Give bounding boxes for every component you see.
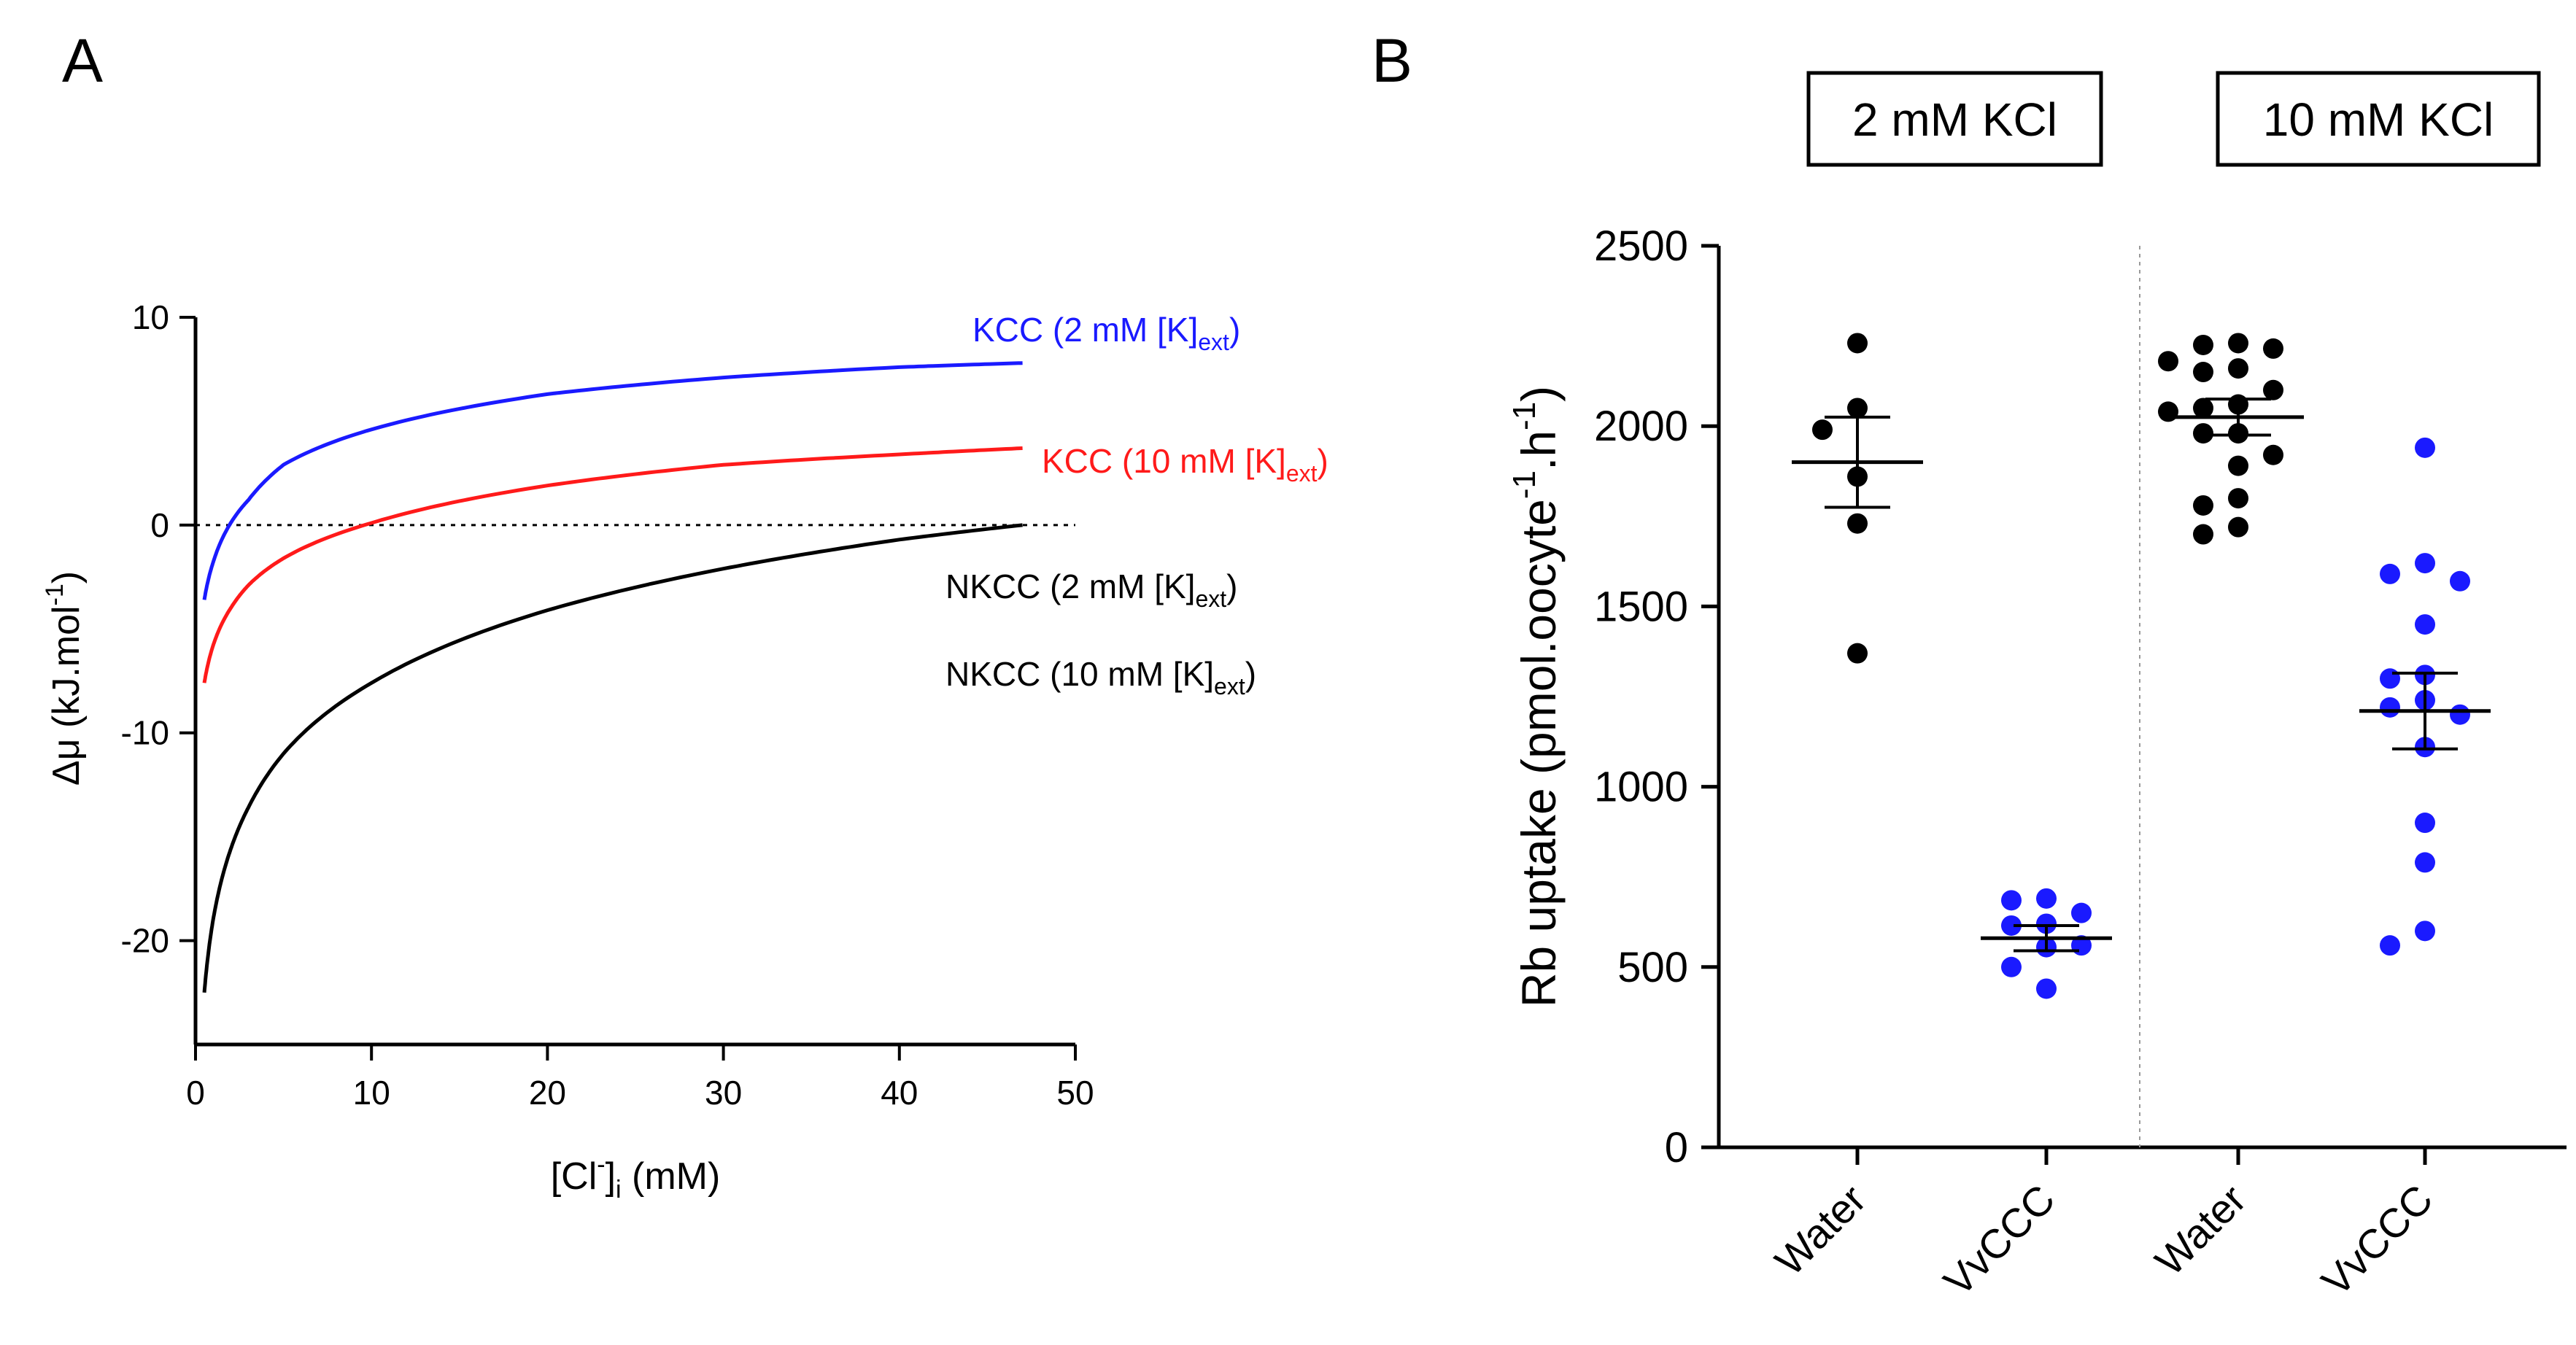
- data-point: [2380, 668, 2400, 689]
- data-point: [2263, 338, 2283, 359]
- y-tick-label-a: 0: [150, 506, 169, 544]
- data-point: [2263, 444, 2283, 465]
- data-point: [2001, 915, 2022, 936]
- data-point: [2415, 614, 2435, 635]
- y-tick-label-b: 500: [1617, 944, 1688, 991]
- y-tick-label-a: 10: [132, 298, 169, 336]
- panel-letter-a: A: [62, 26, 103, 95]
- group-box-2mm: [1806, 71, 2103, 167]
- axis-ticks-b: 0 500 1000 1500 2000 2500: [1594, 222, 2427, 1171]
- data-point: [2193, 495, 2213, 516]
- y-tick-label-b: 2000: [1594, 403, 1688, 450]
- data-point: [2193, 423, 2213, 444]
- data-point: [2036, 888, 2057, 909]
- x-tick-label-a: 0: [186, 1074, 205, 1112]
- y-tick-label-b: 2500: [1594, 222, 1688, 270]
- data-point: [2415, 553, 2435, 574]
- x-tick-label-a: 10: [353, 1074, 390, 1112]
- label-kcc-2mm: KCC (2 mM [K]ext): [972, 311, 1240, 355]
- axis-ticks-a: 0 10 20 30 40 50 -20 -10 0 10: [121, 298, 1094, 1112]
- group-label-10mm: 10 mM KCl: [2263, 93, 2494, 146]
- data-point: [1812, 419, 1833, 441]
- data-points-b: [1812, 333, 2470, 999]
- x-tick-label-a: 20: [529, 1074, 566, 1112]
- data-point: [2193, 362, 2213, 383]
- data-point: [2450, 570, 2470, 592]
- data-point: [2450, 704, 2470, 725]
- data-point: [1847, 398, 1868, 419]
- data-point: [2036, 913, 2057, 934]
- data-point: [1847, 333, 1868, 354]
- data-point: [2228, 455, 2248, 476]
- data-point: [2415, 437, 2435, 458]
- label-nkcc-2mm: NKCC (2 mM [K]ext): [945, 567, 1237, 612]
- data-point: [2415, 852, 2435, 873]
- data-point: [2263, 379, 2283, 400]
- data-point: [2380, 697, 2400, 718]
- y-tick-label-b: 1500: [1594, 583, 1688, 630]
- data-point: [2228, 488, 2248, 509]
- data-point: [2036, 978, 2057, 999]
- data-point: [2158, 351, 2178, 372]
- data-point: [2228, 333, 2248, 354]
- curve-series-0: [202, 361, 1023, 600]
- y-tick-label-b: 0: [1665, 1124, 1688, 1171]
- category-label-vvccc-2mm: VvCCC: [1935, 1176, 2064, 1305]
- group-label-2mm: 2 mM KCl: [1852, 93, 2057, 146]
- curves-a: [202, 361, 1023, 993]
- data-point: [2001, 890, 2022, 911]
- data-point: [1847, 643, 1868, 664]
- y-tick-label-b: 1000: [1594, 764, 1688, 811]
- data-point: [2071, 902, 2092, 923]
- x-tick-label-a: 50: [1056, 1074, 1094, 1112]
- y-tick-label-a: -20: [121, 922, 169, 960]
- mean-sem-bars-b: [1792, 398, 2491, 953]
- y-axis-label-b: Rb uptake (pmol.oocyte-1.h-1): [1506, 386, 1566, 1007]
- panel-a-line-chart: 0 10 20 30 40 50 -20 -10 0 10 KCC (2 mM [K]ext) K…: [41, 298, 1328, 1203]
- curve-series-2: [202, 523, 1023, 993]
- data-point: [1847, 513, 1868, 534]
- data-point: [2228, 358, 2248, 379]
- data-point: [2193, 524, 2213, 545]
- x-tick-label-a: 30: [705, 1074, 742, 1112]
- category-label-water-10mm: Water: [2146, 1176, 2255, 1284]
- y-axis-label-a: Δμ (kJ.mol-1): [41, 571, 88, 786]
- group-box-10mm: [2216, 71, 2541, 167]
- curve-series-1: [202, 446, 1023, 683]
- category-label-vvccc-10mm: VvCCC: [2313, 1176, 2442, 1305]
- category-label-water-2mm: Water: [1766, 1176, 1875, 1284]
- data-point: [2228, 516, 2248, 538]
- data-point: [2380, 935, 2400, 956]
- data-point: [2193, 334, 2213, 355]
- x-tick-label-a: 40: [881, 1074, 918, 1112]
- x-axis-label-a: [Cl-]i (mM): [551, 1151, 721, 1203]
- data-point: [2415, 920, 2435, 942]
- data-point: [2415, 813, 2435, 834]
- data-point: [2380, 563, 2400, 584]
- panel-letter-b: B: [1372, 26, 1412, 95]
- label-nkcc-10mm: NKCC (10 mM [K]ext): [945, 655, 1256, 699]
- label-kcc-10mm: KCC (10 mM [K]ext): [1042, 442, 1328, 487]
- data-point: [2193, 398, 2213, 419]
- data-point: [2001, 956, 2022, 977]
- y-tick-label-a: -10: [121, 714, 169, 752]
